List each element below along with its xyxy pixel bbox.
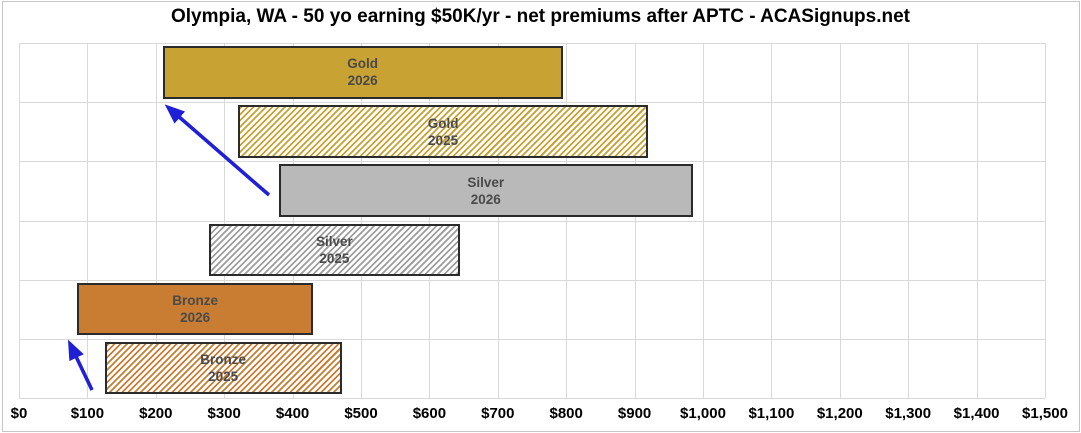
bar-label: Silver 2025 [316, 233, 353, 267]
bar-year-text: 2025 [319, 250, 350, 266]
gridline-horizontal [19, 338, 1045, 340]
x-tick-label: $500 [344, 405, 378, 422]
gridline-horizontal [19, 161, 1045, 163]
bar-silver-2026: Silver 2026 [278, 164, 693, 217]
bar-silver-2025: Silver 2025 [208, 223, 461, 277]
x-tick-label: $800 [549, 405, 583, 422]
x-tick-label: $200 [139, 405, 173, 422]
x-tick-label: $700 [481, 405, 515, 422]
bar-tier-text: Silver [467, 174, 505, 190]
bar-year-text: 2026 [180, 310, 211, 326]
gridline-horizontal [19, 43, 1045, 44]
chart-title: Olympia, WA - 50 yo earning $50K/yr - ne… [170, 6, 911, 27]
bar-tier-text: Gold [347, 56, 379, 72]
bar-bronze-2026: Bronze 2026 [77, 282, 314, 336]
bar-year-text: 2025 [208, 369, 239, 385]
x-tick-label: $1,500 [1022, 405, 1068, 422]
x-tick-label: $1,300 [885, 405, 932, 422]
x-tick-label: $1,200 [816, 405, 863, 422]
x-tick-label: $400 [275, 405, 310, 422]
bar-tier-text: Bronze [172, 293, 218, 309]
bar-label: Bronze 2025 [200, 351, 246, 385]
bar-tier-text: Bronze [200, 352, 247, 368]
gridline-horizontal [19, 398, 1045, 399]
bar-tier-text: Gold [427, 115, 459, 131]
bar-tier-text: Silver [315, 233, 353, 249]
x-tick-label: $1,400 [953, 405, 1000, 422]
bar-label: Gold 2026 [347, 55, 378, 89]
x-tick-label: $100 [70, 405, 105, 422]
bar-label: Silver 2026 [467, 174, 504, 208]
bar-bronze-2025: Bronze 2025 [104, 341, 342, 395]
bar-gold-2025: Gold 2025 [237, 105, 649, 158]
gridline-horizontal [19, 102, 1045, 104]
x-tick-label: $1,000 [680, 405, 726, 422]
bar-label: Gold 2025 [428, 115, 459, 149]
gridline-horizontal [19, 220, 1045, 222]
arrow-lowest-bronze-2025-to-lowest-bronze-2026 [67, 339, 94, 391]
gridline-horizontal [19, 279, 1045, 281]
bar-label: Bronze 2026 [172, 292, 218, 326]
bar-year-text: 2026 [470, 191, 501, 207]
x-tick-label: $0 [10, 405, 28, 422]
x-tick-label: $900 [617, 405, 652, 422]
x-tick-label: $600 [412, 405, 447, 422]
bar-year-text: 2026 [347, 73, 378, 89]
x-tick-label: $300 [207, 405, 241, 422]
bar-gold-2026: Gold 2026 [162, 46, 563, 99]
gridline-vertical [1045, 43, 1046, 398]
bar-year-text: 2025 [428, 132, 459, 148]
x-tick-label: $1,100 [748, 405, 795, 422]
